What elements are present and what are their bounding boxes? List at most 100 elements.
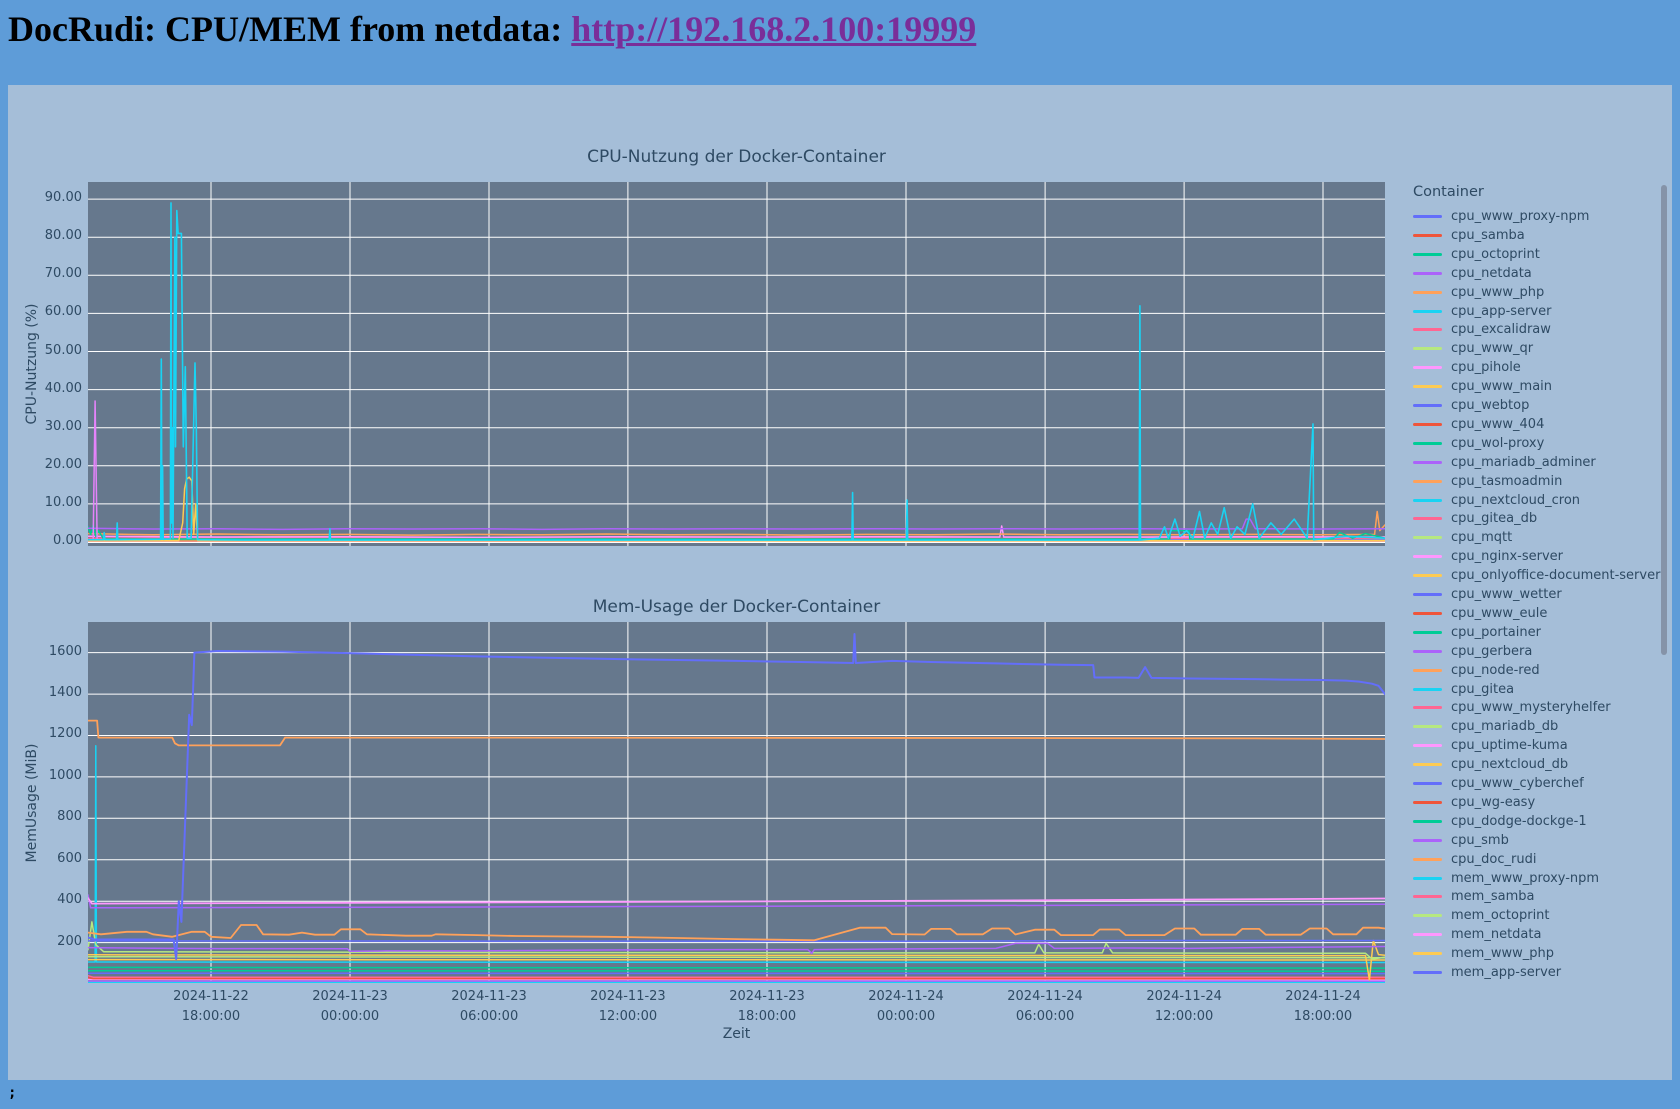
legend-item[interactable]: cpu_onlyoffice-document-server (1413, 566, 1660, 585)
legend-item[interactable]: cpu_mariadb_adminer (1413, 453, 1596, 472)
legend-item[interactable]: mem_netdata (1413, 925, 1541, 944)
legend-item[interactable]: mem_www_proxy-npm (1413, 869, 1599, 888)
legend-item[interactable]: cpu_nextcloud_cron (1413, 491, 1580, 510)
legend-item[interactable]: cpu_doc_rudi (1413, 850, 1536, 869)
legend-item[interactable]: cpu_www_main (1413, 377, 1552, 396)
series-mem_app-server (88, 633, 1385, 961)
legend-swatch (1413, 857, 1442, 861)
plot-area[interactable] (88, 182, 1385, 546)
legend-item[interactable]: cpu_wg-easy (1413, 793, 1535, 812)
legend-item[interactable]: cpu_www_eule (1413, 604, 1547, 623)
legend-item[interactable]: cpu_mariadb_db (1413, 717, 1558, 736)
legend-item[interactable]: mem_samba (1413, 887, 1534, 906)
x-tick-label: 2024-11-23 18:00:00 (729, 989, 805, 1024)
x-tick-label: 2024-11-23 00:00:00 (312, 989, 388, 1024)
legend-swatch (1413, 441, 1442, 445)
series-mem_www_php (88, 939, 1385, 981)
legend-item-label: cpu_portainer (1451, 624, 1541, 640)
legend-item[interactable]: mem_www_php (1413, 944, 1554, 963)
legend-swatch (1413, 611, 1442, 615)
legend-swatch (1413, 800, 1442, 804)
y-tick-label: 600 (57, 850, 82, 866)
x-axis-title: Zeit (722, 1026, 751, 1042)
gridlines (88, 182, 1385, 546)
plot-area[interactable] (88, 622, 1385, 983)
legend-swatch (1413, 668, 1442, 672)
legend-item[interactable]: cpu_excalidraw (1413, 320, 1551, 339)
y-tick-label: 400 (57, 892, 82, 908)
legend-item[interactable]: cpu_webtop (1413, 396, 1529, 415)
legend-item[interactable]: cpu_octoprint (1413, 245, 1540, 264)
legend-swatch (1413, 271, 1442, 275)
legend-item[interactable]: cpu_tasmoadmin (1413, 472, 1562, 491)
legend-item-label: cpu_doc_rudi (1451, 851, 1537, 867)
y-tick-label: 50.00 (44, 342, 82, 358)
legend-swatch (1413, 933, 1442, 937)
legend-swatch (1413, 536, 1442, 540)
legend-swatch (1413, 593, 1442, 596)
legend-item[interactable]: cpu_nextcloud_db (1413, 755, 1568, 774)
series-mem_samba (88, 974, 1385, 978)
charts-panel: CPU-Nutzung der Docker-Container CPU-Nut… (8, 85, 1672, 1080)
legend-item[interactable]: cpu_www_php (1413, 283, 1544, 302)
status-text: ; (8, 1085, 17, 1101)
legend-item-label: cpu_www_wetter (1451, 587, 1562, 602)
legend-item[interactable]: cpu_nginx-server (1413, 547, 1563, 566)
y-tick-label: 20.00 (44, 456, 82, 472)
y-tick-label: 1400 (48, 685, 82, 701)
y-tick-label: 80.00 (44, 228, 82, 244)
x-tick-label: 2024-11-24 18:00:00 (1285, 989, 1361, 1024)
legend-item[interactable]: cpu_portainer (1413, 623, 1541, 642)
y-tick-label: 0.00 (53, 533, 82, 548)
legend-item-label: cpu_tasmoadmin (1451, 473, 1563, 489)
legend-swatch (1413, 574, 1442, 578)
legend-item-label: cpu_nextcloud_db (1451, 757, 1569, 773)
legend-item-label: mem_www_php (1451, 946, 1554, 962)
legend-item[interactable]: cpu_wol-proxy (1413, 434, 1544, 453)
legend-scrollbar[interactable] (1661, 185, 1667, 655)
netdata-link[interactable]: http://192.168.2.100:19999 (571, 9, 977, 49)
legend-item[interactable]: cpu_gerbera (1413, 642, 1532, 661)
legend-swatch (1413, 819, 1442, 823)
legend-item-label: mem_netdata (1451, 927, 1542, 943)
legend-item[interactable]: cpu_gitea (1413, 680, 1514, 699)
legend-item[interactable]: cpu_www_wetter (1413, 585, 1562, 604)
legend-item-label: cpu_excalidraw (1451, 322, 1551, 338)
legend-item[interactable]: cpu_smb (1413, 831, 1509, 850)
legend-swatch (1413, 498, 1442, 502)
legend-item[interactable]: cpu_www_cyberchef (1413, 774, 1584, 793)
legend-item[interactable]: cpu_www_qr (1413, 339, 1533, 358)
legend-item[interactable]: cpu_www_proxy-npm (1413, 207, 1589, 226)
series-cpu_app-server (88, 202, 1385, 541)
legend-swatch (1413, 215, 1442, 218)
legend-item[interactable]: cpu_samba (1413, 226, 1525, 245)
legend-item[interactable]: cpu_uptime-kuma (1413, 736, 1568, 755)
legend-item-label: cpu_smb (1451, 832, 1509, 848)
legend-swatch (1413, 649, 1442, 653)
legend-item[interactable]: mem_octoprint (1413, 906, 1550, 925)
legend-swatch (1413, 876, 1442, 880)
legend-item[interactable]: cpu_www_mysteryhelfer (1413, 698, 1611, 717)
legend-swatch (1413, 838, 1442, 842)
legend-item[interactable]: cpu_netdata (1413, 264, 1532, 283)
legend-item-label: cpu_octoprint (1451, 246, 1540, 262)
legend-item[interactable]: cpu_app-server (1413, 302, 1551, 321)
y-tick-label: 60.00 (44, 304, 82, 320)
legend-item-label: cpu_mariadb_db (1451, 719, 1559, 735)
legend-item[interactable]: mem_app-server (1413, 963, 1561, 982)
legend-item[interactable]: cpu_dodge-dockge-1 (1413, 812, 1587, 831)
legend-item[interactable]: cpu_pihole (1413, 358, 1521, 377)
legend-item-label: cpu_wg-easy (1451, 794, 1536, 810)
legend-item-label: cpu_node-red (1451, 662, 1540, 678)
legend-item[interactable]: cpu_gitea_db (1413, 509, 1537, 528)
legend-item[interactable]: cpu_mqtt (1413, 528, 1512, 547)
y-tick-label: 200 (57, 933, 82, 949)
legend-swatch (1413, 555, 1442, 559)
legend-item-label: cpu_www_php (1451, 284, 1545, 300)
mem-y-axis-title: MemUsage (MiB) (24, 743, 40, 863)
legend-item[interactable]: cpu_www_404 (1413, 415, 1544, 434)
legend-item-label: cpu_samba (1451, 227, 1525, 243)
legend-item-label: cpu_dodge-dockge-1 (1451, 813, 1587, 829)
legend-item[interactable]: cpu_node-red (1413, 661, 1540, 680)
legend-item-label: cpu_gitea (1451, 681, 1515, 697)
